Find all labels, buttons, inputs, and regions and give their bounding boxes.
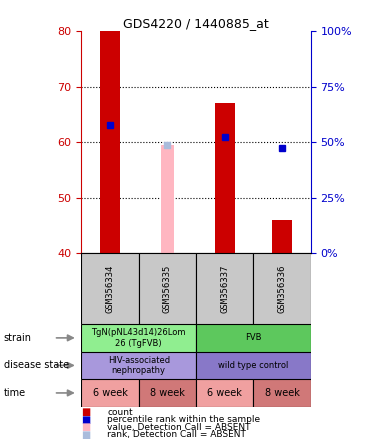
Title: GDS4220 / 1440885_at: GDS4220 / 1440885_at	[123, 17, 269, 30]
Text: rank, Detection Call = ABSENT: rank, Detection Call = ABSENT	[107, 430, 246, 439]
Bar	[161, 145, 174, 253]
Bar	[253, 379, 311, 407]
Text: FVB: FVB	[245, 333, 262, 342]
Text: wild type control: wild type control	[218, 361, 289, 370]
Bar	[272, 220, 292, 253]
Text: value, Detection Call = ABSENT: value, Detection Call = ABSENT	[107, 423, 251, 432]
Text: GSM356334: GSM356334	[105, 265, 115, 313]
Text: ■: ■	[81, 407, 91, 417]
Text: 6 week: 6 week	[207, 388, 242, 398]
Text: 8 week: 8 week	[265, 388, 300, 398]
Bar	[196, 253, 253, 324]
Text: HIV-associated
nephropathy: HIV-associated nephropathy	[108, 356, 170, 375]
Text: GSM356337: GSM356337	[220, 265, 229, 313]
Text: GSM356335: GSM356335	[163, 265, 172, 313]
Text: percentile rank within the sample: percentile rank within the sample	[107, 415, 260, 424]
Text: strain: strain	[4, 333, 32, 343]
Bar	[215, 103, 235, 253]
Text: disease state: disease state	[4, 361, 69, 370]
Text: GSM356336: GSM356336	[278, 265, 287, 313]
Text: ■: ■	[81, 422, 91, 432]
Text: ■: ■	[81, 430, 91, 440]
Text: ■: ■	[81, 415, 91, 424]
Bar	[139, 253, 196, 324]
Text: 6 week: 6 week	[92, 388, 128, 398]
Bar	[81, 352, 196, 379]
Bar	[196, 324, 311, 352]
Bar	[139, 379, 196, 407]
Text: TgN(pNL43d14)26Lom
26 (TgFVB): TgN(pNL43d14)26Lom 26 (TgFVB)	[91, 328, 186, 348]
Bar	[196, 352, 311, 379]
Bar	[81, 324, 196, 352]
Bar	[81, 253, 139, 324]
Bar	[81, 379, 139, 407]
Bar	[100, 31, 120, 253]
Text: time: time	[4, 388, 26, 398]
Text: count: count	[107, 408, 133, 416]
Bar	[253, 253, 311, 324]
Bar	[196, 379, 253, 407]
Text: 8 week: 8 week	[150, 388, 185, 398]
